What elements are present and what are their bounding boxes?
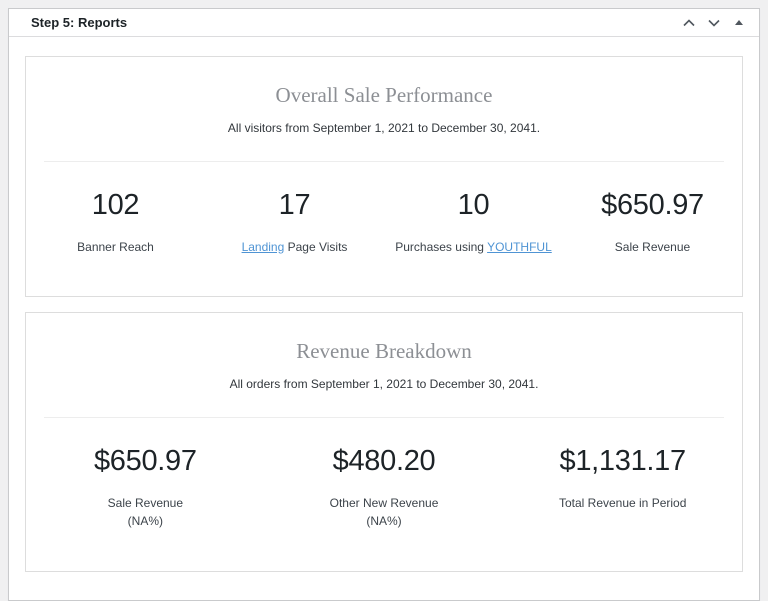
stat-sublabel: (NA%) <box>127 514 163 529</box>
stat-label: Landing Page Visits <box>241 239 348 254</box>
metabox-content: Overall Sale Performance All visitors fr… <box>9 37 759 600</box>
stat-label: Sale Revenue <box>614 239 691 254</box>
divider <box>44 416 724 418</box>
stat-landing-page-visits: 17 Landing Page Visits <box>205 188 384 256</box>
coupon-youthful-link[interactable]: YOUTHFUL <box>487 239 552 254</box>
card-title: Overall Sale Performance <box>275 83 493 107</box>
stat-sale-revenue-breakdown: $650.97 Sale Revenue (NA%) <box>26 444 265 531</box>
card-subtitle: All visitors from September 1, 2021 to D… <box>227 121 541 136</box>
metabox-handle-actions <box>676 11 751 35</box>
toggle-panel-button[interactable] <box>726 11 751 35</box>
divider <box>44 160 724 162</box>
stats-row: $650.97 Sale Revenue (NA%) $480.20 Other … <box>26 418 742 571</box>
overall-sale-performance-card: Overall Sale Performance All visitors fr… <box>25 56 743 298</box>
chevron-up-icon <box>682 18 695 26</box>
stat-banner-reach: 102 Banner Reach <box>26 188 205 256</box>
stat-label: Other New Revenue (NA%) <box>329 495 439 529</box>
stat-value: $650.97 <box>93 444 197 477</box>
card-subtitle: All orders from September 1, 2021 to Dec… <box>229 377 539 392</box>
stat-label: Banner Reach <box>77 239 154 254</box>
triangle-up-icon <box>734 20 743 25</box>
metabox-title: Step 5: Reports <box>31 15 128 30</box>
reports-metabox: Step 5: Reports Overall Sale Performance… <box>8 8 760 601</box>
move-up-button[interactable] <box>676 11 701 35</box>
stat-value: 10 <box>457 188 490 221</box>
stat-purchases-using-coupon: 10 Purchases using YOUTHFUL <box>384 188 563 256</box>
stat-value: 17 <box>278 188 311 221</box>
landing-link[interactable]: Landing <box>241 239 285 254</box>
stat-sublabel: (NA%) <box>366 514 402 529</box>
stat-value: $480.20 <box>332 444 436 477</box>
stat-label: Purchases using YOUTHFUL <box>395 239 552 254</box>
stat-value: $1,131.17 <box>559 444 687 477</box>
stat-other-new-revenue: $480.20 Other New Revenue (NA%) <box>265 444 504 531</box>
stat-label: Total Revenue in Period <box>558 495 687 510</box>
stat-value: $650.97 <box>601 188 704 221</box>
metabox-header: Step 5: Reports <box>9 9 759 37</box>
chevron-down-icon <box>707 19 720 27</box>
card-title: Revenue Breakdown <box>296 339 472 364</box>
move-down-button[interactable] <box>701 11 726 35</box>
stat-label: Sale Revenue (NA%) <box>107 495 184 529</box>
stats-row: 102 Banner Reach 17 Landing Page Visits … <box>26 162 742 296</box>
stat-value: 102 <box>91 188 140 221</box>
revenue-breakdown-card: Revenue Breakdown All orders from Septem… <box>25 312 743 572</box>
stat-total-revenue-in-period: $1,131.17 Total Revenue in Period <box>503 444 742 531</box>
stat-sale-revenue: $650.97 Sale Revenue <box>563 188 742 256</box>
